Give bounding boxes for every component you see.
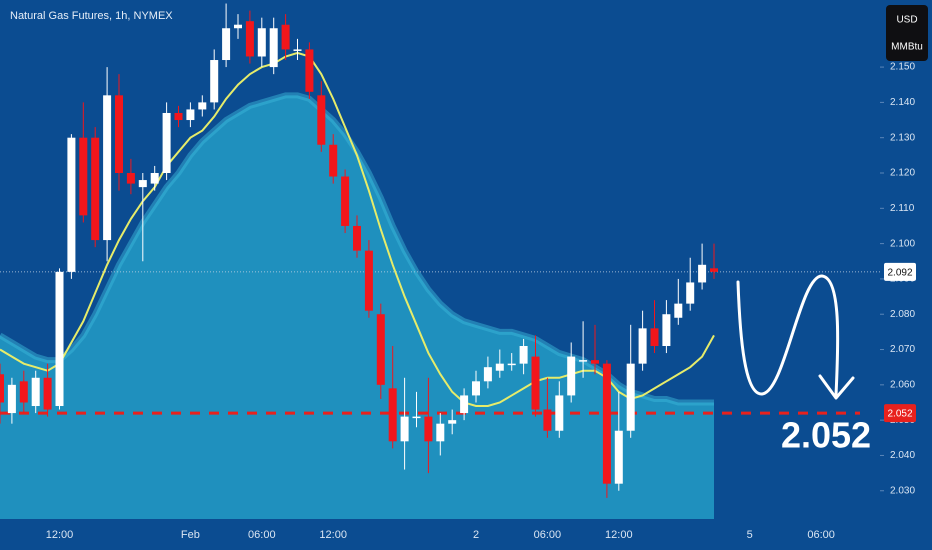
chart-title: Natural Gas Futures, 1h, NYMEX — [10, 10, 173, 22]
x-tick-label: 06:00 — [807, 529, 835, 541]
candle-body — [555, 395, 564, 431]
candle-body — [507, 363, 516, 366]
candle-body — [0, 374, 4, 403]
candle-body — [67, 137, 76, 272]
candle-body — [650, 328, 659, 346]
candle-body — [483, 367, 492, 382]
last-price-box — [884, 262, 916, 281]
last-price-label: 2.092 — [887, 267, 912, 278]
candle-body — [448, 420, 457, 424]
candle-body — [400, 416, 409, 442]
y-tick-label: 2.030 — [890, 485, 915, 496]
x-tick-label: 5 — [747, 529, 753, 541]
candle-body — [353, 225, 361, 251]
candle-body — [293, 49, 302, 51]
candle-body — [638, 328, 647, 364]
candle-body — [305, 49, 314, 92]
y-tick-label: 2.060 — [890, 379, 915, 390]
candle-body — [495, 363, 504, 371]
candle-body — [662, 314, 671, 346]
x-tick-label: Feb — [181, 529, 200, 541]
y-tick-label: 2.110 — [890, 203, 915, 214]
candle-body — [317, 95, 326, 145]
candle-body — [543, 409, 552, 431]
candle-body — [55, 271, 64, 407]
candle-body — [579, 360, 588, 362]
candle-body — [103, 95, 112, 241]
y-tick-label: 2.150 — [890, 62, 915, 73]
candle-body — [674, 303, 683, 318]
candle-body — [531, 356, 540, 410]
candle-body — [686, 282, 695, 304]
unit: MMBtu — [891, 42, 923, 53]
candle-body — [472, 381, 480, 396]
y-tick-label: 2.130 — [890, 132, 915, 143]
candle-body — [626, 363, 635, 431]
candle-body — [281, 24, 290, 50]
y-tick-label: 2.100 — [890, 238, 915, 249]
candle-body — [91, 137, 100, 241]
x-tick-label: 12:00 — [319, 529, 347, 541]
y-tick-label: 2.140 — [890, 97, 915, 108]
candle-body — [234, 24, 242, 29]
candle-body — [567, 356, 576, 396]
x-tick-label: 2 — [473, 529, 479, 541]
y-tick-label: 2.040 — [890, 450, 915, 461]
candle-body — [222, 28, 231, 61]
candle-body — [591, 360, 599, 364]
candle-body — [79, 137, 88, 216]
candle-body — [424, 416, 433, 442]
candle-body — [19, 381, 28, 403]
candle-body — [329, 144, 338, 177]
candle-body — [602, 363, 611, 484]
candle-body — [412, 416, 421, 419]
y-tick-label: 2.070 — [890, 344, 915, 355]
candle-body — [519, 346, 528, 364]
y-tick-label: 2.080 — [890, 309, 915, 320]
target-box — [884, 404, 916, 423]
candle-body — [126, 173, 135, 184]
candle-body — [186, 109, 195, 121]
candle-body — [7, 384, 16, 414]
candle-body — [43, 377, 52, 410]
candle-body — [710, 268, 718, 272]
candle-body — [210, 60, 219, 103]
candle-body — [376, 314, 385, 385]
candle-body — [31, 377, 40, 407]
candle-body — [436, 423, 445, 442]
candle-body — [364, 250, 373, 311]
arrow-head — [818, 374, 855, 400]
candle-body — [257, 28, 266, 57]
target-annotation: 2.052 — [781, 415, 871, 456]
candle-body — [269, 28, 278, 68]
candle-body — [174, 112, 183, 121]
candle-body — [614, 430, 623, 484]
currency-box — [886, 5, 928, 61]
candle-body — [388, 388, 397, 442]
candle-body — [162, 112, 171, 173]
candle-body — [198, 102, 207, 110]
currency: USD — [896, 15, 917, 26]
y-tick-label: 2.120 — [890, 168, 915, 179]
candle-body — [698, 264, 707, 283]
x-tick-label: 12:00 — [46, 529, 74, 541]
target-axis-label: 2.052 — [887, 409, 912, 420]
candle-body — [150, 173, 159, 184]
candle-body — [245, 21, 254, 57]
x-tick-label: 06:00 — [534, 529, 562, 541]
candle-body — [138, 180, 147, 188]
plot-area — [0, 3, 880, 519]
candle-body — [341, 176, 350, 226]
x-tick-label: 12:00 — [605, 529, 633, 541]
x-tick-label: 06:00 — [248, 529, 276, 541]
candle-body — [115, 95, 123, 173]
candle-body — [460, 395, 469, 414]
arrow — [736, 274, 840, 397]
